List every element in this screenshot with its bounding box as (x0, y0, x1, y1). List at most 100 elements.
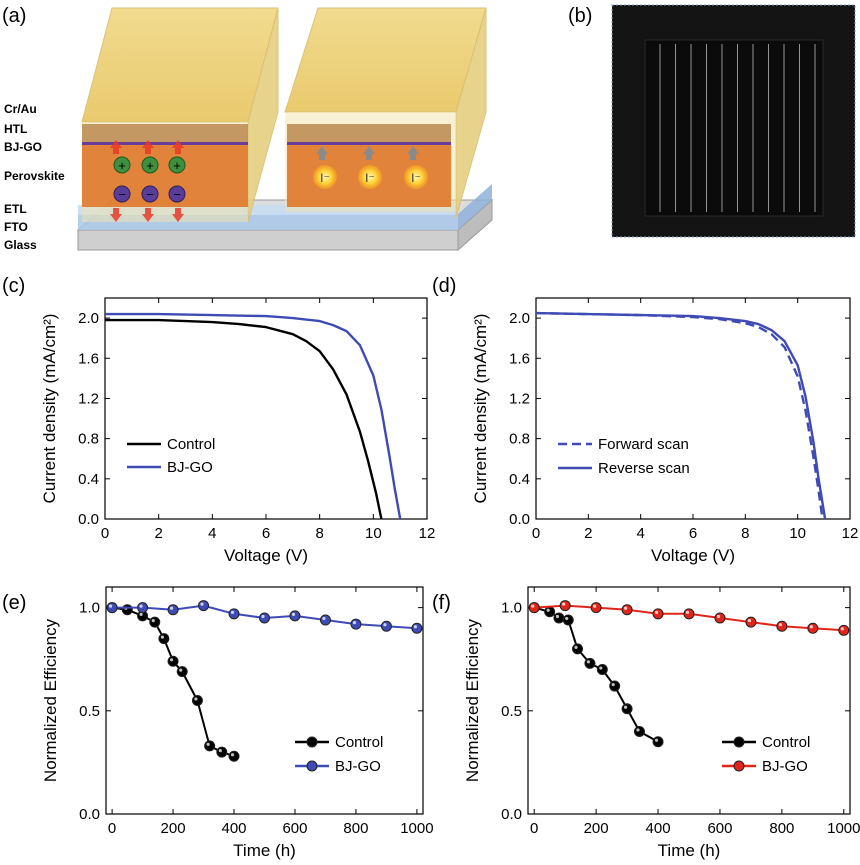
data-point (528, 602, 540, 614)
legend-marker (306, 760, 318, 772)
data-point (652, 608, 664, 620)
y-tick-label: 0.4 (78, 471, 99, 488)
data-point-highlight (747, 618, 752, 623)
charge-symbol: + (118, 158, 126, 173)
data-point (633, 725, 645, 737)
data-point (572, 643, 584, 655)
data-point (714, 612, 726, 624)
etl-layer (78, 205, 458, 215)
legend-marker (733, 760, 745, 772)
data-point (838, 624, 850, 636)
data-point-highlight (654, 738, 659, 742)
legend-label: Control (335, 734, 383, 751)
data-point-highlight (230, 610, 235, 614)
data-point (204, 740, 216, 752)
data-point-highlight (291, 612, 296, 616)
y-tick-label: 0.0 (79, 806, 100, 823)
data-point (158, 633, 170, 645)
legend-marker (306, 736, 318, 748)
data-point-highlight (139, 604, 143, 608)
data-point-highlight (623, 606, 628, 610)
data-point-highlight (151, 618, 155, 623)
data-point-highlight (261, 614, 265, 619)
data-point-highlight (685, 610, 690, 614)
data-point (380, 620, 392, 632)
layer-label-htl: HTL (4, 122, 27, 136)
data-point-highlight (206, 742, 210, 747)
data-point (350, 618, 362, 630)
series-line-bj-go (105, 312, 402, 520)
data-point (609, 680, 621, 692)
data-point-highlight (778, 623, 782, 627)
data-point-highlight (546, 608, 550, 612)
data-point (584, 657, 596, 669)
data-point (149, 616, 161, 628)
positive-charge-icons: + + + (113, 156, 186, 174)
x-tick-label: 0 (101, 525, 109, 542)
data-point-highlight (218, 748, 222, 753)
data-point (191, 695, 203, 706)
y-tick-label: 1.6 (78, 350, 99, 367)
arrow-icons (110, 140, 184, 222)
data-point (411, 622, 423, 634)
y-tick-label: 2.0 (509, 310, 530, 327)
data-point (167, 655, 179, 667)
legend-label: Forward scan (598, 436, 689, 453)
legend-marker (733, 736, 745, 748)
panel-a: (a) (2, 5, 494, 252)
data-point (596, 664, 608, 676)
chart-c-jv-curves: 0 2 4 6 8 10 12 0.0 0.4 0.8 1.2 1.6 2.0 Voltage (V) Cu… (40, 297, 435, 565)
data-point (776, 620, 788, 632)
data-point-highlight (636, 728, 640, 732)
y-tick-label: 0.4 (509, 471, 530, 488)
panel-b: (b) (568, 4, 856, 238)
legend-label: Control (762, 734, 810, 751)
x-tick-label: 1000 (827, 820, 860, 837)
y-tick-label: 1.0 (79, 600, 100, 617)
layer-label-etl: ETL (4, 202, 27, 216)
x-tick-label: 10 (365, 525, 382, 542)
ion-label: I⁻ (320, 171, 330, 185)
x-tick-label: 400 (646, 820, 671, 837)
data-point-highlight (654, 610, 659, 614)
x-axis-label: Time (h) (233, 841, 296, 860)
data-point-highlight (108, 604, 113, 608)
x-tick-label: 8 (741, 525, 749, 542)
plot-frame (104, 297, 428, 520)
legend-label: BJ-GO (762, 758, 808, 775)
data-point (621, 604, 633, 616)
x-tick-label: 200 (161, 820, 186, 837)
x-axis-label: Voltage (V) (651, 546, 735, 565)
data-point-highlight (593, 604, 597, 608)
plot-frame (527, 586, 851, 815)
scribe-lines (659, 44, 816, 212)
y-tick-label: 1.6 (509, 350, 530, 367)
charge-symbol: − (173, 187, 181, 202)
y-tick-label: 0.5 (501, 703, 522, 720)
data-point (544, 606, 556, 618)
y-tick-label: 1.0 (501, 600, 522, 617)
charge-symbol: − (146, 187, 154, 202)
y-tick-label: 2.0 (78, 310, 99, 327)
x-tick-label: 2 (584, 525, 592, 542)
data-point-highlight (169, 658, 174, 662)
x-tick-label: 8 (315, 525, 323, 542)
data-point-highlight (562, 602, 566, 606)
data-point-highlight (840, 627, 844, 631)
ion-label: I⁻ (411, 171, 421, 185)
y-tick-label: 0.0 (509, 511, 530, 528)
plot-frame (535, 297, 851, 520)
data-point-highlight (716, 614, 721, 619)
data-point (683, 608, 695, 620)
x-tick-label: 4 (636, 525, 644, 542)
data-point-highlight (179, 668, 183, 672)
data-point-highlight (160, 635, 165, 639)
panel-label-e: (e) (2, 592, 26, 614)
bjgo-layer (82, 142, 248, 145)
legend-label: BJ-GO (335, 758, 381, 775)
iodide-ion-icons: I⁻ I⁻ I⁻ (313, 165, 428, 189)
x-tick-label: 6 (689, 525, 697, 542)
data-point-highlight (139, 612, 143, 616)
x-tick-label: 800 (769, 820, 794, 837)
cell-2: I⁻ I⁻ I⁻ (284, 7, 487, 219)
